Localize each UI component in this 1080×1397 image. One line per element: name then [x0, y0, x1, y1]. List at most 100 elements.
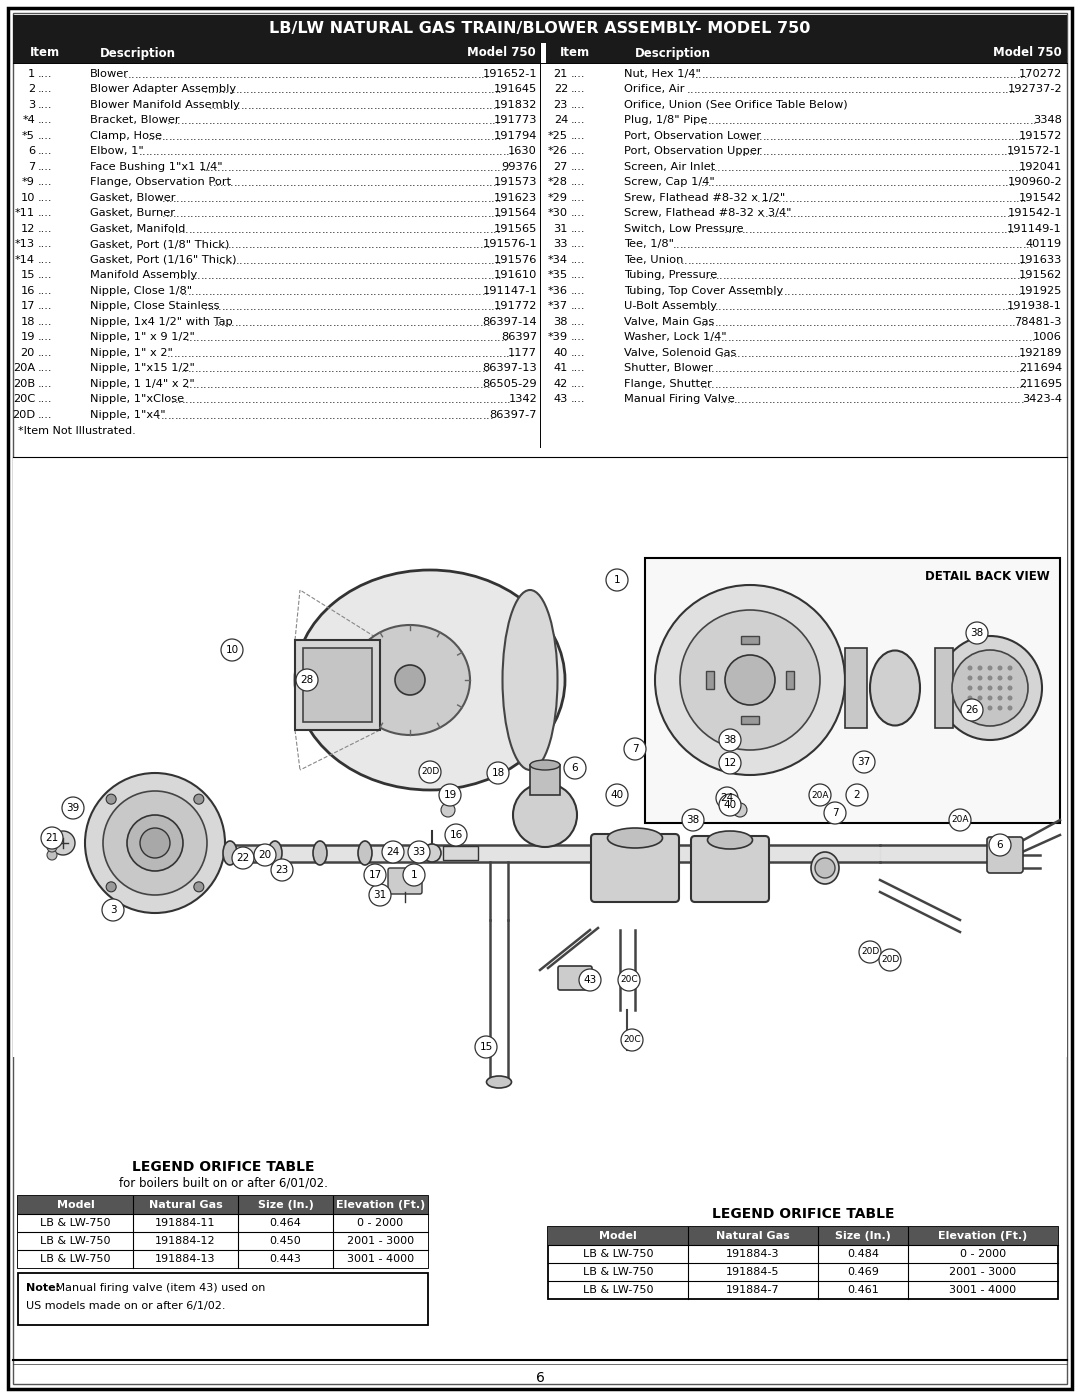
Text: .: . — [445, 210, 449, 219]
Text: .: . — [821, 349, 824, 359]
Text: .: . — [222, 147, 226, 158]
Text: .: . — [968, 256, 971, 265]
Text: .: . — [481, 271, 484, 281]
Text: .: . — [208, 365, 213, 374]
Text: .: . — [253, 271, 257, 281]
Text: .: . — [981, 317, 984, 328]
Text: .: . — [718, 317, 721, 328]
Text: .: . — [799, 194, 802, 204]
Text: .: . — [820, 116, 823, 126]
Text: Srew, Flathead #8-32 x 1/2": Srew, Flathead #8-32 x 1/2" — [624, 193, 785, 203]
Text: .: . — [337, 131, 340, 141]
Text: .: . — [899, 131, 903, 141]
Text: .: . — [896, 317, 900, 328]
Text: .: . — [231, 395, 234, 405]
Text: .: . — [423, 395, 427, 405]
Text: .: . — [284, 210, 288, 219]
Text: .: . — [701, 85, 704, 95]
Text: .: . — [977, 380, 981, 390]
Text: .: . — [886, 317, 890, 328]
Text: .: . — [775, 70, 779, 80]
Text: .: . — [753, 317, 757, 328]
Text: .: . — [220, 317, 225, 328]
Text: .: . — [433, 286, 436, 296]
Text: .: . — [838, 70, 841, 80]
Text: .: . — [334, 85, 337, 95]
Text: .: . — [918, 317, 921, 328]
Text: .: . — [356, 225, 361, 235]
Text: ....: .... — [38, 68, 53, 78]
Text: .: . — [426, 101, 430, 110]
Text: .: . — [295, 256, 299, 265]
Text: .: . — [889, 240, 893, 250]
Text: .: . — [212, 365, 216, 374]
Text: .: . — [380, 365, 383, 374]
Text: .: . — [843, 380, 848, 390]
Text: .: . — [350, 380, 353, 390]
Text: .: . — [433, 179, 436, 189]
Text: .: . — [234, 162, 238, 173]
Text: .: . — [801, 240, 806, 250]
Text: .: . — [1002, 256, 1007, 265]
Circle shape — [193, 882, 204, 891]
Text: .: . — [432, 70, 436, 80]
Text: .: . — [805, 131, 808, 141]
Text: .: . — [863, 349, 866, 359]
Text: .: . — [796, 70, 799, 80]
Text: .: . — [369, 116, 373, 126]
Text: .: . — [858, 365, 862, 374]
Text: .: . — [865, 240, 868, 250]
Text: .: . — [929, 349, 933, 359]
Text: .: . — [297, 411, 300, 420]
Text: .: . — [798, 317, 802, 328]
Text: .: . — [320, 271, 323, 281]
Text: .: . — [878, 334, 881, 344]
Text: .: . — [959, 302, 963, 313]
Text: .: . — [978, 349, 982, 359]
Text: .: . — [403, 317, 406, 328]
Circle shape — [369, 884, 391, 907]
Text: .: . — [373, 85, 376, 95]
Text: .: . — [248, 162, 252, 173]
Text: .: . — [222, 70, 226, 80]
Text: .: . — [779, 70, 782, 80]
Text: .: . — [257, 256, 260, 265]
Text: .: . — [486, 317, 490, 328]
Text: .: . — [276, 411, 280, 420]
Text: .: . — [745, 225, 748, 235]
Text: .: . — [917, 334, 920, 344]
Text: .: . — [373, 349, 377, 359]
Text: .: . — [245, 162, 248, 173]
Text: .: . — [987, 147, 990, 158]
Text: .: . — [396, 210, 400, 219]
Text: .: . — [280, 225, 283, 235]
Text: .: . — [789, 210, 793, 219]
Text: .: . — [998, 240, 1001, 250]
Text: .: . — [764, 85, 767, 95]
Circle shape — [998, 686, 1002, 690]
Text: .: . — [920, 334, 923, 344]
Text: .: . — [204, 194, 207, 204]
Text: .: . — [943, 395, 947, 405]
Text: .: . — [435, 271, 438, 281]
Circle shape — [968, 686, 972, 690]
Text: .: . — [473, 210, 477, 219]
Text: .: . — [399, 225, 403, 235]
Text: .: . — [964, 395, 968, 405]
Text: .: . — [203, 411, 206, 420]
Text: Model: Model — [599, 1231, 637, 1241]
Text: .: . — [890, 179, 893, 189]
Text: .: . — [994, 225, 997, 235]
Text: .: . — [491, 256, 495, 265]
Text: .: . — [926, 271, 929, 281]
Text: .: . — [935, 317, 939, 328]
Text: .: . — [305, 380, 308, 390]
Text: .: . — [411, 147, 415, 158]
Text: .: . — [376, 70, 380, 80]
Text: .: . — [326, 256, 330, 265]
Text: .: . — [388, 395, 392, 405]
Text: .: . — [984, 179, 987, 189]
Text: .: . — [840, 365, 845, 374]
Text: .: . — [924, 317, 928, 328]
Text: .: . — [876, 302, 879, 313]
